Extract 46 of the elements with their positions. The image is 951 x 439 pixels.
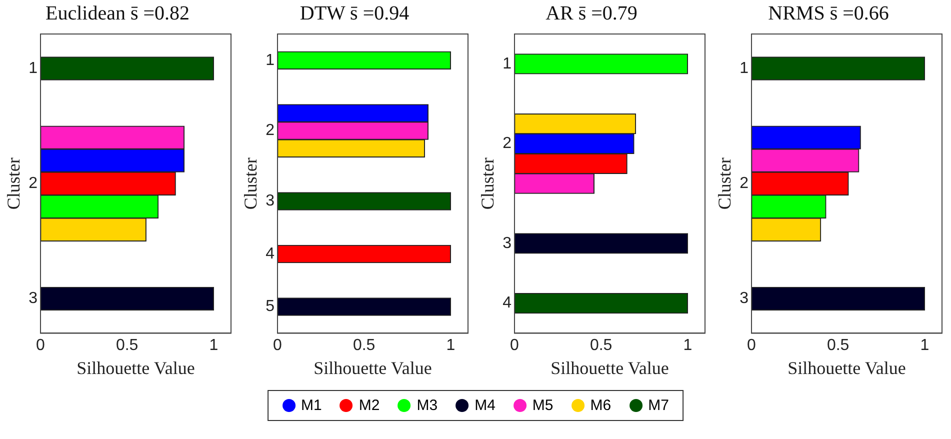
y-tick-label: 4 [502, 294, 512, 312]
legend-label: M3 [416, 397, 438, 414]
x-axis-title: Silhouette Value [76, 358, 195, 378]
x-tick-label: 0.5 [116, 337, 138, 354]
x-tick-label: 1 [446, 337, 456, 354]
chart-title: Euclidean s̄ =0.82 [45, 2, 190, 24]
y-tick-label: 2 [502, 135, 512, 152]
legend-label: M6 [590, 397, 612, 414]
y-axis-title: Cluster [714, 158, 735, 210]
chart-title: AR s̄ =0.79 [546, 2, 638, 24]
y-tick-label: 1 [266, 52, 275, 69]
legend-label: M4 [474, 397, 496, 414]
x-tick-label: 0.5 [590, 337, 612, 354]
legend-label: M1 [301, 397, 322, 414]
y-tick-label: 3 [28, 290, 38, 308]
y-tick-label: 4 [266, 245, 275, 262]
y-axis-title: Cluster [240, 158, 261, 210]
x-axis-title: Silhouette Value [788, 358, 906, 378]
legend-label: M5 [532, 397, 554, 414]
x-axis-title: Silhouette Value [550, 358, 669, 378]
chart-title: NRMS s̄ =0.66 [768, 2, 889, 24]
x-tick-label: 1 [209, 337, 218, 354]
y-axis-title: Cluster [4, 158, 24, 210]
y-tick-label: 1 [740, 60, 749, 77]
y-tick-label: 1 [502, 55, 512, 72]
legend-label: M7 [648, 397, 669, 414]
x-tick-label: 1 [683, 337, 692, 354]
x-tick-label: 1 [920, 337, 930, 354]
y-tick-label: 2 [266, 122, 275, 140]
y-tick-label: 2 [28, 175, 38, 192]
x-axis-title: Silhouette Value [314, 358, 432, 378]
y-tick-label: 2 [740, 175, 749, 192]
x-tick-label: 0 [273, 337, 282, 354]
legend-label: M2 [358, 397, 380, 414]
x-tick-label: 0 [510, 337, 520, 354]
chart-title: DTW s̄ =0.94 [300, 2, 410, 24]
y-tick-label: 3 [502, 234, 512, 252]
x-tick-label: 0.5 [352, 337, 376, 354]
x-tick-label: 0.5 [826, 337, 850, 354]
y-tick-label: 1 [28, 60, 38, 77]
x-tick-label: 0 [747, 337, 756, 354]
y-axis-title: Cluster [478, 158, 498, 210]
y-tick-label: 3 [266, 192, 275, 210]
y-tick-label: 5 [266, 298, 275, 316]
y-tick-label: 3 [740, 290, 749, 308]
x-tick-label: 0 [36, 337, 46, 354]
